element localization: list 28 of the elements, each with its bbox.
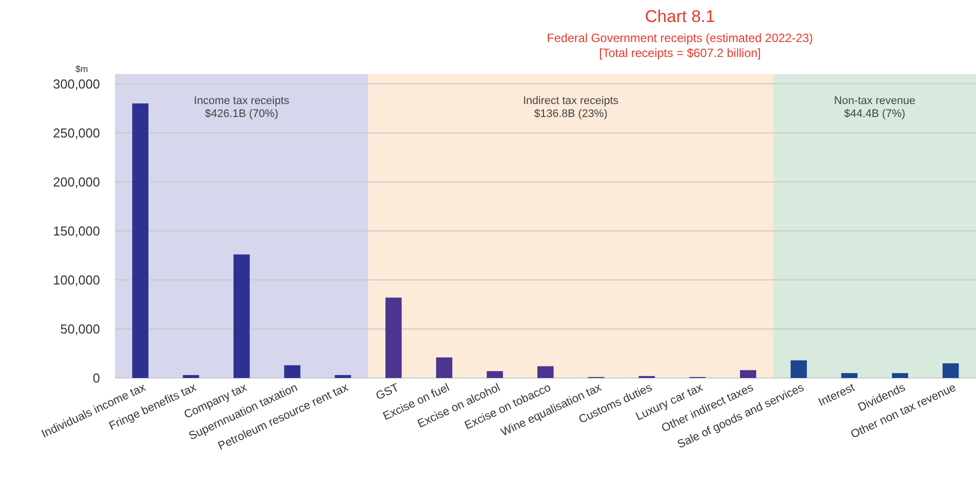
- band-label: Non-tax revenue $44.4B (7%): [834, 95, 916, 120]
- chart-title: Chart 8.1: [645, 7, 715, 26]
- y-tick-label: 200,000: [53, 174, 100, 190]
- bar: [385, 298, 402, 378]
- bar: [486, 371, 503, 378]
- bar: [234, 254, 250, 378]
- x-tick-label: GST: [374, 382, 401, 403]
- bar: [334, 375, 352, 378]
- y-tick-label: 0: [92, 370, 100, 386]
- bar: [790, 360, 807, 378]
- chart-subtitle: Federal Government receipts (estimated 2022-23) [Total receipts = $607.2 billion]: [546, 31, 814, 60]
- y-tick-label: 300,000: [53, 76, 100, 92]
- bar: [284, 365, 300, 378]
- y-tick-label: 50,000: [60, 322, 100, 337]
- bar: [942, 363, 959, 378]
- bar: [537, 366, 554, 378]
- band-label: Income tax receipts $426.1B (70%): [194, 95, 290, 120]
- bar: [892, 373, 908, 378]
- y-axis-title: $m: [75, 64, 88, 74]
- y-tick-label: 100,000: [53, 272, 100, 288]
- y-tick-label: 250,000: [53, 125, 100, 140]
- bar: [436, 357, 452, 378]
- bar: [132, 103, 148, 378]
- bar: [740, 370, 756, 378]
- bar: [841, 373, 858, 378]
- y-tick-label: 150,000: [53, 223, 100, 238]
- bar: [182, 375, 200, 378]
- band-label: Indirect tax receipts $136.8B (23%): [523, 95, 620, 120]
